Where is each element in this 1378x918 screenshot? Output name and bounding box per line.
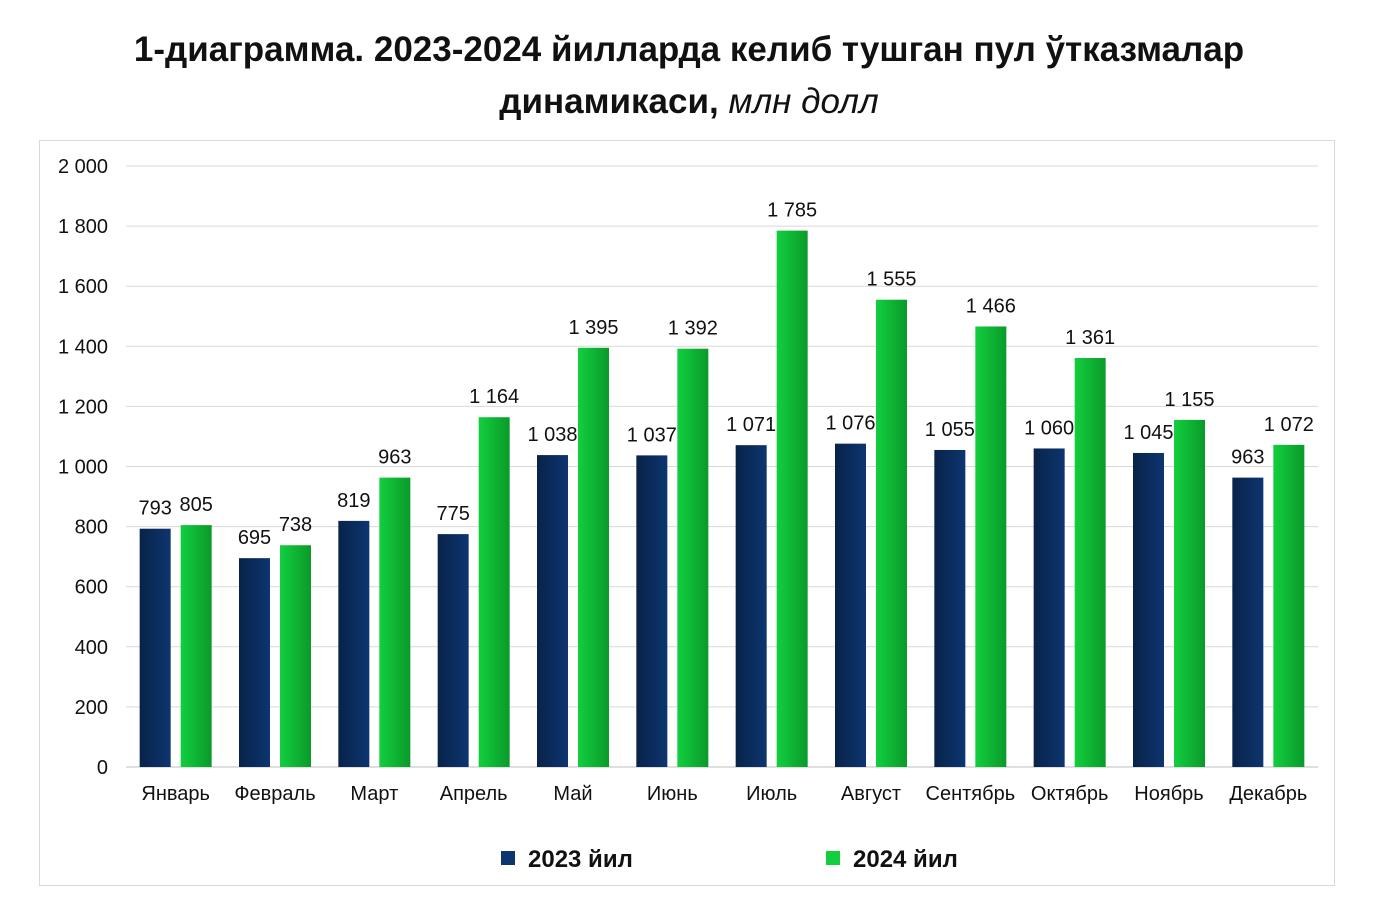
chart-area [39,140,1335,886]
x-category-label: Апрель [440,783,508,805]
y-tick-label: 0 [97,757,108,779]
chart-title: 1-диаграмма. 2023-2024 йилларда келиб ту… [0,24,1378,128]
y-tick-label: 200 [75,697,108,719]
data-label-2024: 738 [279,514,312,536]
y-tick-label: 600 [75,577,108,599]
legend: 2023 йил 2024 йил [501,846,958,873]
chart-title-main: динамикаси, [499,82,719,121]
bar-2024 [478,417,510,767]
y-tick-label: 800 [75,517,108,539]
data-label-2024: 1 785 [767,200,817,222]
data-label-2024: 963 [378,447,411,469]
bar-2023 [636,455,668,767]
bar-2023 [1232,477,1264,767]
bars [139,230,1305,768]
data-label-2024: 1 361 [1065,327,1115,349]
bar-2023 [338,520,370,767]
legend-swatch-2023 [501,851,515,865]
y-tick-label: 1 200 [58,396,108,418]
y-axis: 0 200 400 600 800 1 000 1 200 1 400 1 600 1 800 2 … [58,156,108,779]
chart-title-unit: млн долл [728,82,879,121]
y-tick-label: 1 000 [58,457,108,479]
data-label-2023: 1 045 [1123,422,1173,444]
data-label-2024: 1 395 [568,317,618,339]
bar-2024 [578,347,609,767]
data-label-2023: 1 038 [527,424,577,446]
data-label-2024: 1 466 [966,295,1016,317]
y-tick-label: 1 600 [58,276,108,298]
x-category-label: Февраль [234,783,315,805]
data-label-2023: 695 [238,527,271,549]
bar-2024 [1174,419,1205,767]
bar-2024 [876,299,907,767]
bar-2023 [537,455,568,767]
bar-2024 [280,545,311,767]
bar-2024 [1273,444,1305,767]
x-category-label: Октябрь [1031,783,1109,805]
data-label-2023: 963 [1231,447,1264,469]
data-label-2023: 775 [436,503,469,525]
bar-2024 [379,477,411,767]
data-label-2024: 1 072 [1264,414,1314,436]
x-category-label: Декабрь [1229,783,1307,805]
data-label-2023: 1 071 [726,414,776,436]
data-label-2024: 1 164 [469,386,519,408]
chart-title-line1: 1-диаграмма. 2023-2024 йилларда келиб ту… [133,30,1245,69]
bar-2023 [1033,448,1065,767]
x-category-label: Август [841,783,901,805]
x-category-label: Ноябрь [1134,783,1203,805]
data-label-2024: 1 392 [668,318,718,340]
data-label-2023: 1 055 [925,419,975,441]
x-category-label: Март [350,783,398,805]
legend-label-2023: 2023 йил [528,846,633,873]
bar-2023 [735,445,767,767]
x-category-label: Январь [141,783,210,805]
y-tick-label: 1 800 [58,216,108,238]
y-tick-label: 1 400 [58,336,108,358]
data-label-2023: 1 060 [1024,417,1074,439]
x-category-label: Июль [746,783,797,805]
x-category-label: Май [553,783,592,805]
y-tick-label: 400 [75,637,108,659]
legend-swatch-2024 [826,851,840,865]
bar-2023 [239,558,270,767]
x-category-label: Июнь [647,783,698,805]
bar-2023 [139,528,171,767]
legend-label-2024: 2024 йил [853,846,958,873]
data-label-2023: 793 [138,498,171,520]
bar-2024 [180,525,212,767]
data-label-2024: 1 155 [1164,389,1214,411]
x-category-label: Сентябрь [926,783,1016,805]
y-tick-label: 2 000 [58,156,108,178]
bar-2023 [835,443,866,767]
data-label-2024: 1 555 [866,269,916,291]
bar-2024 [975,326,1007,767]
bar-2024 [677,348,709,767]
data-label-2023: 1 037 [627,424,677,446]
bar-2023 [934,449,966,767]
data-labels: 793 805 695 738 819 963 775 1 164 1 038 1 395 1 03… [138,200,1313,550]
data-label-2023: 1 076 [825,413,875,435]
bar-2024 [1074,358,1106,767]
bar-2023 [437,534,469,767]
chart-title-line2: динамикаси, млн долл [0,76,1378,128]
data-label-2023: 819 [337,490,370,512]
x-axis: Январь Февраль Март Апрель Май Июнь Июль Август… [141,783,1307,805]
gridlines [126,165,1318,768]
bar-2024 [776,230,808,768]
data-label-2024: 805 [179,494,212,516]
bar-2023 [1133,452,1164,767]
